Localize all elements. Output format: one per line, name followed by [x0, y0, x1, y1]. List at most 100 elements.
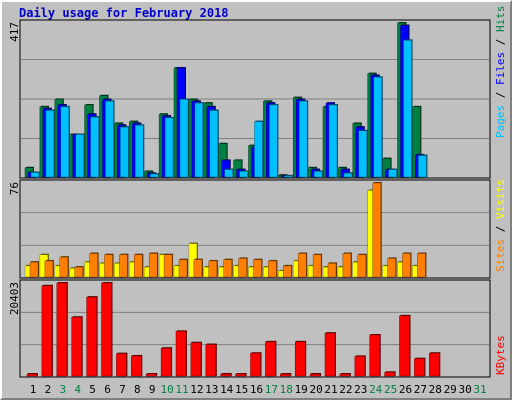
legend-entry: Visits	[494, 179, 507, 219]
x-label-day-5: 5	[89, 383, 96, 396]
legend-entry: /	[494, 219, 507, 239]
bar-kbytes-day-11	[175, 331, 187, 377]
bar-kbytes-day-26	[399, 315, 410, 377]
bar-kbytes-day-16	[250, 352, 261, 377]
bar-pages-day-24	[373, 77, 382, 178]
legend-entry: Pages	[494, 105, 507, 138]
bar-kbytes-day-3	[56, 282, 68, 377]
bar-kbytes-day-12	[190, 342, 202, 377]
panel-2-legend: Sites / Visits	[494, 179, 507, 272]
bar-sites-day-2	[44, 260, 54, 278]
bar-sites-day-24	[372, 182, 381, 278]
bar-pages-day-13	[209, 110, 219, 178]
x-label-day-22: 22	[339, 383, 352, 396]
bar-kbytes-day-17	[265, 341, 276, 377]
bar-pages-day-27	[418, 155, 427, 178]
bar-sites-day-6	[104, 254, 113, 278]
bar-sites-day-4	[74, 266, 83, 278]
bar-kbytes-day-5	[86, 296, 97, 377]
bar-kbytes-day-8	[131, 355, 142, 377]
bar-sites-day-10	[163, 254, 173, 278]
bar-kbytes-day-13	[205, 344, 217, 377]
bar-sites-day-20	[312, 254, 322, 278]
bar-kbytes-day-4	[71, 316, 82, 377]
x-label-day-10: 10	[160, 383, 173, 396]
x-label-day-2: 2	[45, 383, 52, 396]
x-label-day-16: 16	[250, 383, 263, 396]
bar-sites-day-13	[208, 260, 218, 278]
x-label-day-28: 28	[429, 383, 442, 396]
bar-kbytes-day-20	[309, 373, 321, 377]
x-label-day-27: 27	[414, 383, 427, 396]
bar-sites-day-25	[387, 258, 396, 278]
bar-sites-day-8	[134, 254, 143, 278]
bar-sites-day-15	[238, 258, 247, 278]
x-label-day-12: 12	[190, 383, 203, 396]
x-label-day-31: 31	[473, 383, 486, 396]
bar-pages-day-3	[60, 106, 70, 178]
x-label-day-25: 25	[384, 383, 397, 396]
x-label-day-7: 7	[119, 383, 126, 396]
bar-pages-day-4	[75, 134, 84, 178]
x-label-day-1: 1	[30, 383, 37, 396]
bar-kbytes-day-14	[220, 373, 231, 377]
bar-sites-day-3	[59, 256, 69, 278]
x-label-day-8: 8	[134, 383, 141, 396]
bar-kbytes-day-25	[384, 372, 395, 377]
panel-3-legend: KBytes	[494, 335, 507, 375]
bar-sites-day-1	[29, 261, 39, 278]
chart-title: Daily usage for February 2018	[19, 6, 229, 20]
bar-pages-day-17	[269, 104, 278, 178]
x-label-day-4: 4	[74, 383, 81, 396]
bar-kbytes-day-18	[280, 373, 291, 377]
legend-entry: /	[494, 32, 507, 52]
x-label-day-11: 11	[175, 383, 188, 396]
panel-1-legend: Pages / Files / Hits	[494, 6, 507, 139]
bar-sites-day-5	[89, 253, 98, 278]
bar-sites-day-16	[253, 259, 262, 278]
x-label-day-30: 30	[458, 383, 471, 396]
legend-entry: /	[494, 85, 507, 105]
x-label-day-13: 13	[205, 383, 218, 396]
bar-pages-day-23	[358, 130, 368, 178]
bar-pages-day-12	[194, 102, 204, 178]
panel-3-max-label: 20403	[8, 282, 21, 315]
bar-kbytes-day-22	[339, 373, 351, 377]
bar-sites-day-14	[223, 259, 232, 278]
bar-sites-day-22	[342, 253, 352, 278]
bar-kbytes-day-27	[414, 358, 425, 377]
bar-pages-day-16	[254, 121, 263, 178]
bar-pages-day-20	[313, 171, 323, 178]
bar-pages-day-25	[388, 169, 397, 178]
bar-pages-day-2	[45, 110, 55, 178]
x-label-day-20: 20	[309, 383, 322, 396]
legend-entry: Files	[494, 52, 507, 85]
bar-pages-day-21	[328, 104, 338, 178]
bar-kbytes-day-9	[145, 373, 157, 377]
bar-pages-day-19	[298, 101, 308, 178]
bar-pages-day-9	[149, 173, 159, 178]
x-label-day-26: 26	[399, 383, 412, 396]
bar-pages-day-14	[224, 169, 233, 178]
bar-pages-day-26	[403, 40, 412, 178]
bar-sites-day-23	[357, 254, 367, 278]
x-label-day-29: 29	[444, 383, 457, 396]
x-label-day-18: 18	[280, 383, 293, 396]
bar-kbytes-day-24	[369, 334, 380, 377]
bar-sites-day-11	[178, 259, 188, 278]
bar-pages-day-1	[30, 172, 40, 178]
bar-sites-day-7	[119, 254, 128, 278]
bar-kbytes-day-28	[429, 352, 440, 377]
bar-kbytes-day-10	[160, 347, 172, 377]
bar-sites-day-19	[297, 253, 307, 278]
bar-sites-day-21	[327, 263, 337, 278]
bar-kbytes-day-23	[354, 356, 366, 377]
bar-pages-day-18	[284, 175, 293, 178]
bar-pages-day-6	[105, 101, 114, 178]
bar-pages-day-11	[179, 99, 189, 178]
panel-2-max-label: 76	[8, 182, 21, 195]
x-label-day-9: 9	[149, 383, 156, 396]
x-label-day-15: 15	[235, 383, 248, 396]
bar-pages-day-5	[90, 116, 99, 178]
